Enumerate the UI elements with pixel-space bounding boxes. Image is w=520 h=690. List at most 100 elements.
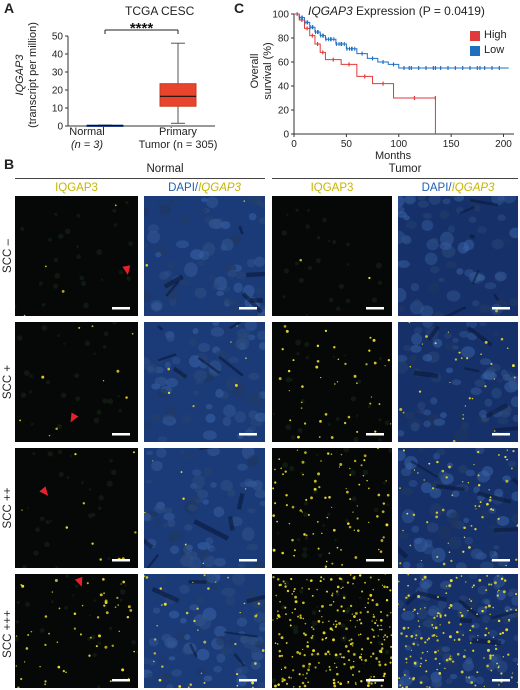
nucleus: [156, 448, 167, 458]
signal-dot: [185, 611, 189, 615]
nucleus: [147, 658, 157, 666]
signal-dot: [357, 529, 360, 532]
background-speck: [41, 325, 48, 331]
nucleus: [258, 217, 265, 225]
signal-dot: [324, 652, 328, 656]
signal-dot: [427, 637, 431, 640]
signal-dot: [439, 624, 441, 626]
signal-dot: [284, 582, 286, 585]
nucleus: [398, 287, 407, 303]
signal-dot: [386, 493, 390, 497]
signal-dot: [474, 684, 477, 687]
panel-a-group-normal: Normal (n = 3): [52, 126, 122, 152]
signal-dot: [21, 509, 23, 511]
legend-item-low: Low: [470, 43, 507, 58]
nucleus: [162, 414, 175, 422]
background-speck: [126, 276, 131, 281]
background-speck: [16, 600, 20, 605]
background-speck: [356, 414, 359, 417]
nucleus: [159, 658, 167, 665]
nucleus: [405, 220, 418, 229]
tissue-streak: [193, 519, 230, 541]
signal-dot: [334, 662, 336, 665]
tissue-streak: [459, 617, 473, 624]
signal-dot: [370, 676, 372, 678]
signal-dot: [320, 376, 322, 379]
signal-dot: [105, 611, 109, 615]
signal-dot: [134, 531, 137, 534]
signal-dot: [272, 575, 275, 579]
signal-dot: [386, 586, 389, 589]
signal-dot: [339, 652, 342, 656]
nucleus: [154, 518, 162, 526]
nucleus: [484, 398, 493, 407]
signal-dot: [374, 430, 377, 433]
signal-dot: [57, 665, 61, 669]
signal-dot: [319, 580, 322, 583]
nucleus: [241, 527, 255, 542]
signal-dot: [354, 626, 357, 628]
col-header-normal-dapi: DAPI/IQGAP3: [144, 182, 265, 194]
nucleus: [461, 346, 476, 358]
micrograph-canvas: [398, 574, 518, 688]
signal-dot: [436, 460, 439, 464]
signal-dot: [341, 564, 343, 566]
signal-dot: [511, 364, 515, 367]
tissue-streak: [241, 292, 263, 314]
signal-dot: [335, 666, 338, 669]
background-speck: [294, 261, 299, 266]
signal-dot: [297, 435, 300, 439]
signal-dot: [508, 620, 510, 622]
background-speck: [102, 345, 107, 349]
signal-dot: [381, 510, 385, 514]
nucleus: [145, 363, 158, 375]
nucleus: [434, 607, 444, 614]
signal-dot: [493, 581, 497, 585]
background-speck: [327, 512, 331, 516]
nucleus: [435, 681, 443, 688]
signal-dot: [474, 528, 477, 531]
signal-dot: [502, 590, 506, 594]
signal-dot: [505, 628, 509, 632]
signal-dot: [448, 635, 452, 639]
signal-dot: [364, 658, 368, 662]
signal-dot: [329, 627, 333, 631]
signal-dot: [500, 337, 504, 341]
signal-dot: [292, 590, 295, 593]
signal-dot: [456, 630, 459, 634]
signal-dot: [380, 539, 384, 542]
background-speck: [272, 678, 277, 684]
nucleus: [427, 608, 437, 617]
nucleus: [198, 549, 210, 560]
nucleus: [433, 418, 446, 426]
signal-dot: [447, 621, 451, 624]
signal-dot: [412, 610, 414, 612]
signal-dot: [481, 515, 484, 519]
tissue-streak: [238, 225, 244, 235]
signal-dot: [444, 614, 447, 617]
background-speck: [97, 506, 102, 511]
signal-dot: [167, 367, 171, 371]
signal-dot: [445, 592, 448, 595]
nucleus: [208, 218, 222, 229]
signal-dot: [412, 513, 416, 517]
nucleus: [151, 413, 161, 422]
nucleus: [491, 238, 504, 250]
nucleus: [214, 625, 227, 638]
legend-label-low: Low: [484, 44, 505, 56]
panel-a-ylabel-gene: IQGAP3: [14, 54, 26, 96]
signal-dot: [333, 383, 336, 385]
nucleus: [166, 332, 175, 342]
background-speck: [24, 370, 30, 376]
micrograph-scc-plus-plus-tumor-dapi: [398, 448, 518, 568]
signal-dot: [335, 590, 339, 593]
signal-dot: [424, 607, 426, 609]
nucleus: [223, 297, 231, 305]
nucleus: [162, 672, 171, 681]
nucleus: [144, 512, 151, 521]
signal-dot: [307, 587, 311, 590]
nucleus: [147, 230, 161, 244]
micrograph-scc-plus-plus-tumor-gene: [272, 448, 392, 568]
signal-dot: [417, 595, 421, 598]
signal-dot: [409, 544, 412, 547]
